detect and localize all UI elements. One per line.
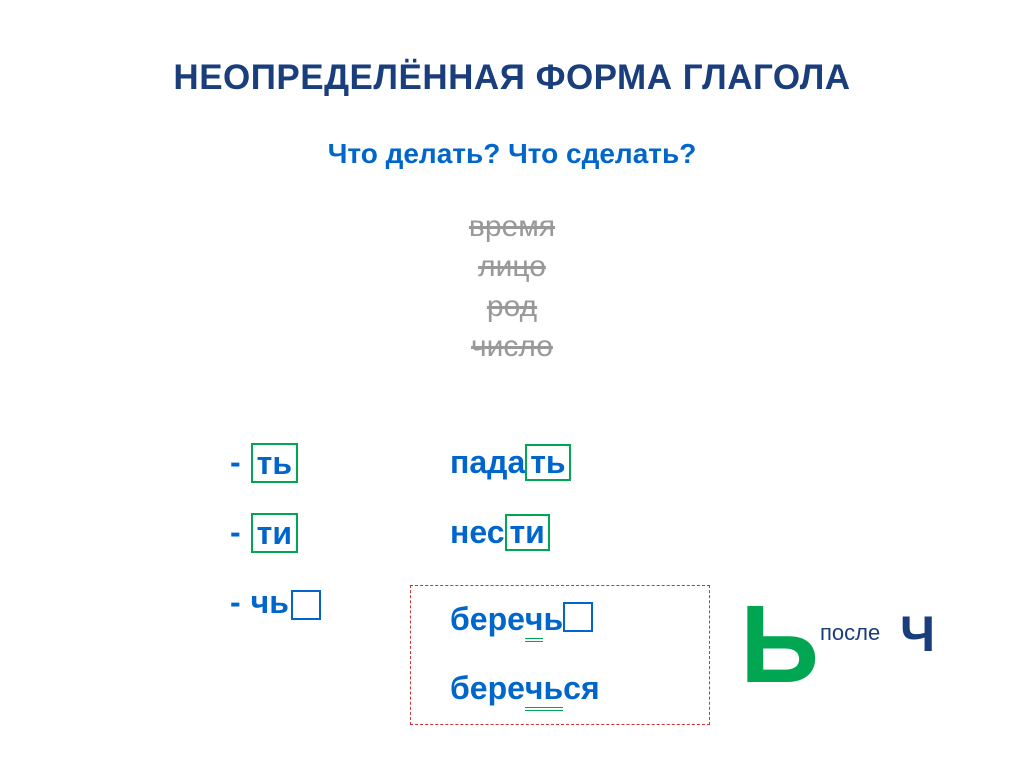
stem: пада — [450, 444, 525, 481]
suffix-box: ть — [251, 443, 298, 483]
suffix-row-2: - ти нести — [230, 510, 321, 555]
big-soft-sign: Ь — [740, 590, 819, 700]
suffix-in-word: ти — [505, 514, 550, 552]
subtitle: Что делать? Что сделать? — [0, 138, 1024, 170]
example-word-4: беречься — [450, 670, 600, 711]
suffix-plain: чь — [251, 584, 289, 621]
crossed-list: время лицо род число — [0, 210, 1024, 370]
stem: нес — [450, 514, 505, 551]
crossed-item: род — [0, 290, 1024, 324]
root-highlight: ч — [525, 601, 544, 642]
page-title: НЕОПРЕДЕЛЁННАЯ ФОРМА ГЛАГОЛА — [0, 58, 1024, 98]
end: ся — [563, 670, 599, 707]
suffix-row-1: - ть падать — [230, 440, 321, 485]
root-highlight: чь — [525, 670, 563, 711]
stem: бере — [450, 670, 525, 707]
empty-ending-icon — [291, 590, 321, 620]
crossed-item: лицо — [0, 250, 1024, 284]
suffix-section: - ть падать - ти нести - чь — [230, 440, 321, 650]
crossed-item: время — [0, 210, 1024, 244]
dash: - — [230, 444, 241, 481]
dash: - — [230, 514, 241, 551]
suffix-row-3: - чь — [230, 580, 321, 625]
suffix-box: ти — [251, 513, 298, 553]
after-label: после — [820, 620, 880, 646]
example-word-2: нести — [450, 514, 550, 552]
stem: бере — [450, 601, 525, 638]
suffix-in-word: ть — [525, 444, 570, 482]
big-ch: Ч — [900, 605, 935, 663]
dash: - — [230, 584, 241, 621]
end: ь — [543, 601, 563, 638]
crossed-item: число — [0, 330, 1024, 364]
example-word-3: беречь — [450, 600, 593, 642]
example-word-1: падать — [450, 444, 571, 482]
empty-ending-icon — [563, 602, 593, 632]
